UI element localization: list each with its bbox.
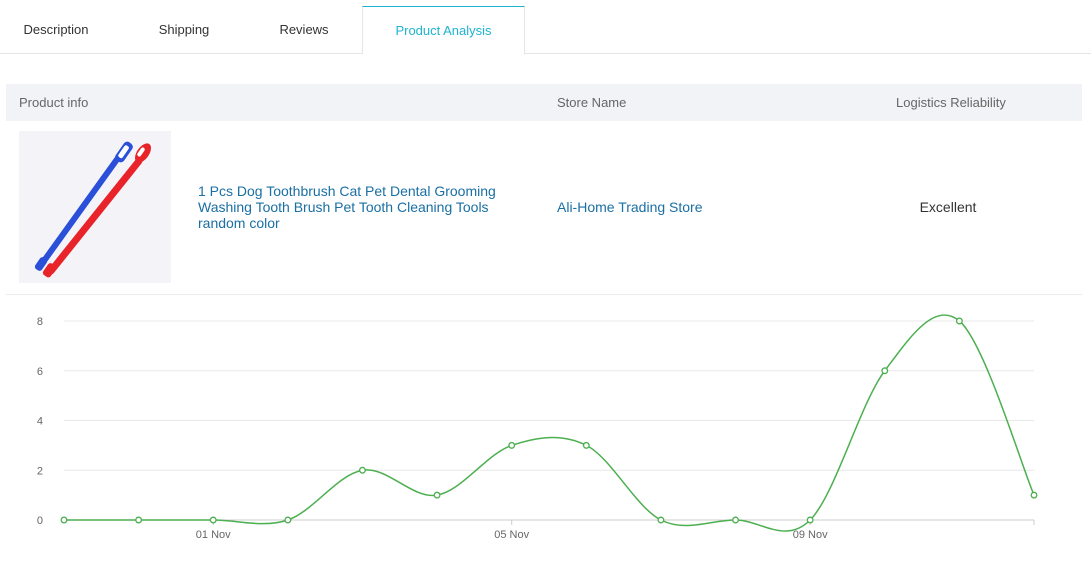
x-tick-label: 05 Nov bbox=[494, 529, 529, 541]
data-point[interactable] bbox=[209, 516, 217, 524]
header-product-info: Product info bbox=[19, 95, 89, 110]
data-point[interactable] bbox=[284, 516, 292, 524]
product-image[interactable] bbox=[19, 131, 171, 283]
header-logistics-reliability: Logistics Reliability bbox=[896, 95, 1006, 110]
tab-shipping[interactable]: Shipping bbox=[158, 22, 210, 37]
table-header: Product info Store Name Logistics Reliab… bbox=[6, 84, 1082, 121]
data-point[interactable] bbox=[806, 516, 814, 524]
product-title-link[interactable]: 1 Pcs Dog Toothbrush Cat Pet Dental Groo… bbox=[198, 183, 496, 231]
data-point[interactable] bbox=[955, 317, 963, 325]
data-point[interactable] bbox=[582, 441, 590, 449]
data-point[interactable] bbox=[508, 441, 516, 449]
x-tick-label: 09 Nov bbox=[793, 529, 828, 541]
data-point[interactable] bbox=[881, 367, 889, 375]
tab-description[interactable]: Description bbox=[23, 22, 89, 37]
y-tick-label: 8 bbox=[37, 316, 43, 328]
tab-bar: Description Shipping Reviews Product Ana… bbox=[0, 6, 1091, 55]
data-point[interactable] bbox=[657, 516, 665, 524]
table-row: 1 Pcs Dog Toothbrush Cat Pet Dental Groo… bbox=[6, 121, 1082, 295]
series-line bbox=[64, 314, 1035, 532]
y-tick-label: 4 bbox=[37, 416, 43, 428]
data-point[interactable] bbox=[433, 491, 441, 499]
tab-reviews[interactable]: Reviews bbox=[279, 22, 329, 37]
data-point[interactable] bbox=[60, 516, 68, 524]
data-point[interactable] bbox=[1030, 491, 1038, 499]
data-point[interactable] bbox=[359, 466, 366, 474]
y-tick-label: 2 bbox=[37, 465, 43, 477]
store-name-link[interactable]: Ali-Home Trading Store bbox=[557, 199, 703, 215]
header-store-name: Store Name bbox=[557, 95, 627, 110]
tab-product-analysis[interactable]: Product Analysis bbox=[362, 6, 525, 55]
y-tick-label: 6 bbox=[37, 366, 43, 378]
sales-line-chart: 0 2 4 6 8 01 Nov 05 Nov 09 Nov bbox=[37, 314, 1038, 541]
x-tick-label: 01 Nov bbox=[196, 529, 231, 541]
logistics-reliability-value: Excellent bbox=[919, 199, 977, 215]
y-tick-label: 0 bbox=[37, 515, 43, 527]
data-point[interactable] bbox=[732, 516, 739, 524]
data-point[interactable] bbox=[135, 516, 143, 524]
